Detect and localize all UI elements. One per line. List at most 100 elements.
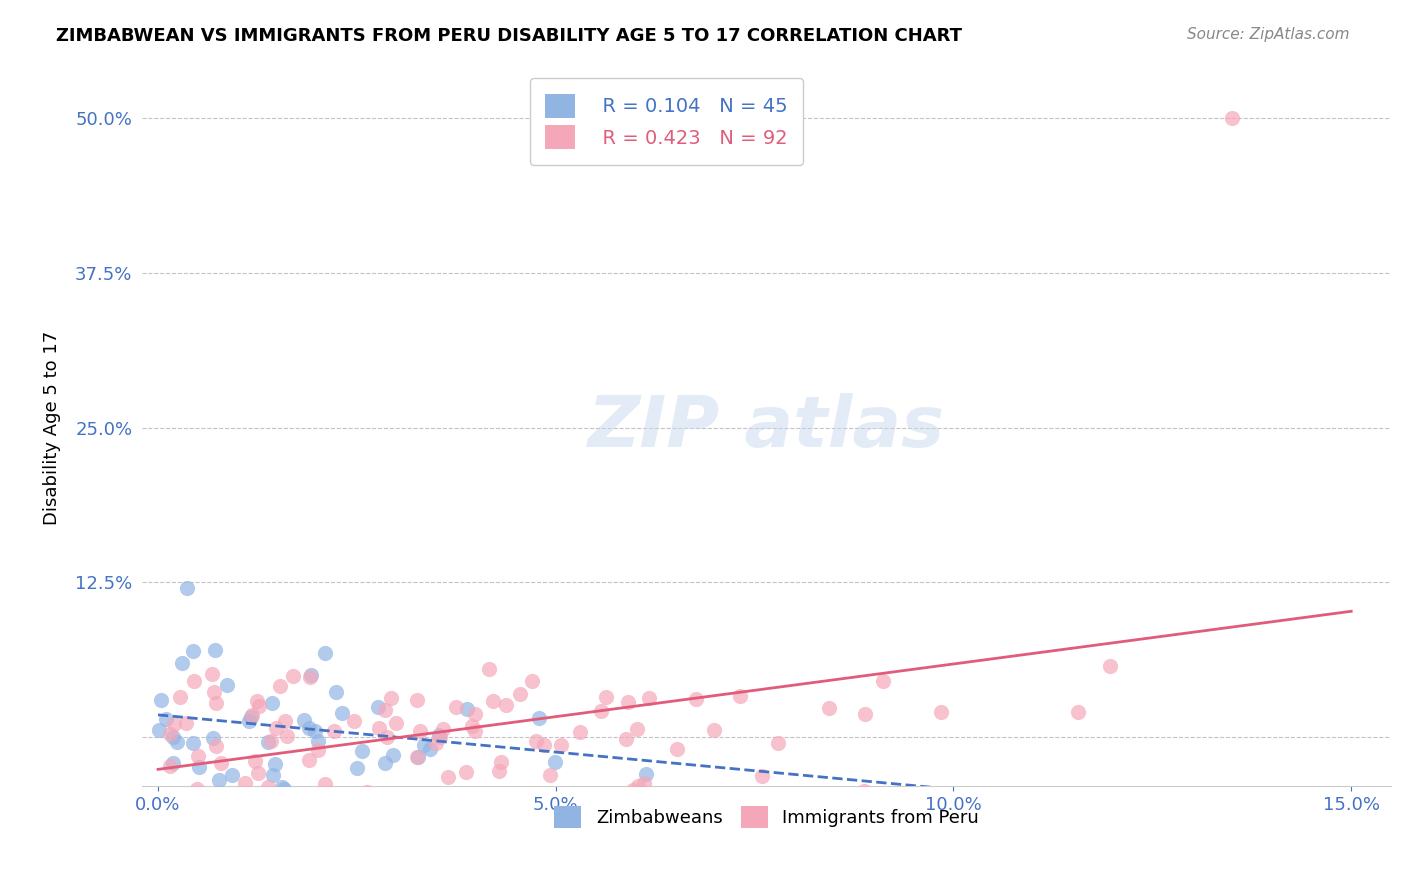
Point [614,731,637,746]
Point [304,723,326,738]
Point [544,755,567,769]
Point [298,721,321,735]
Point [159,759,181,773]
Point [181,736,204,750]
Point [406,750,429,764]
Point [186,782,208,797]
Point [363,793,385,807]
Point [427,728,450,742]
Point [266,721,288,735]
Point [380,691,402,706]
Point [728,689,751,703]
Point [589,704,612,718]
Point [201,667,224,681]
Point [853,706,876,721]
Point [550,739,572,753]
Point [242,806,264,821]
Point [307,734,329,748]
Point [307,743,329,757]
Point [201,731,224,746]
Point [637,690,659,705]
Point [274,714,297,728]
Point [276,729,298,743]
Point [292,713,315,727]
Point [174,715,197,730]
Point [169,690,191,704]
Point [367,700,389,714]
Point [246,766,269,780]
Point [533,738,555,752]
Point [524,734,547,748]
Point [346,761,368,775]
Point [703,723,725,737]
Point [245,754,267,768]
Point [323,723,346,738]
Point [406,750,429,764]
Point [425,736,447,750]
Point [314,646,336,660]
Point [150,693,173,707]
Point [314,777,336,791]
Point [247,699,270,714]
Point [264,756,287,771]
Point [202,685,225,699]
Point [374,703,396,717]
Point [634,766,657,780]
Point [162,731,184,745]
Point [204,643,226,657]
Point [522,673,544,688]
Y-axis label: Disability Age 5 to 17: Disability Age 5 to 17 [44,330,60,524]
Point [852,784,875,798]
Point [768,736,790,750]
Point [437,770,460,784]
Point [460,719,482,733]
Point [256,735,278,749]
Point [273,781,295,796]
Point [166,735,188,749]
Point [187,760,209,774]
Text: ZIMBABWEAN VS IMMIGRANTS FROM PERU DISABILITY AGE 5 TO 17 CORRELATION CHART: ZIMBABWEAN VS IMMIGRANTS FROM PERU DISAB… [56,27,962,45]
Point [159,727,181,741]
Point [233,776,256,790]
Point [343,808,366,822]
Point [595,690,617,705]
Point [366,803,388,817]
Point [509,687,531,701]
Point [238,714,260,729]
Point [929,706,952,720]
Point [215,812,238,826]
Point [181,644,204,658]
Point [568,724,591,739]
Point [163,717,186,731]
Point [481,694,503,708]
Point [685,692,707,706]
Point [159,812,181,826]
Legend: Zimbabweans, Immigrants from Peru: Zimbabweans, Immigrants from Peru [547,798,986,835]
Point [374,756,396,770]
Point [240,708,263,723]
Point [298,670,321,684]
Point [172,656,194,670]
Point [148,723,170,737]
Point [381,748,404,763]
Point [356,784,378,798]
Point [818,701,841,715]
Point [527,711,550,725]
Text: ZIP atlas: ZIP atlas [588,393,945,462]
Point [626,722,648,736]
Point [271,780,294,794]
Point [299,668,322,682]
Point [215,678,238,692]
Point [419,741,441,756]
Point [627,779,650,793]
Point [187,749,209,764]
Point [872,674,894,689]
Point [208,772,231,787]
Point [456,702,478,716]
Point [478,662,501,676]
Point [281,669,304,683]
Point [406,693,429,707]
Point [464,707,486,722]
Point [751,769,773,783]
Point [204,739,226,754]
